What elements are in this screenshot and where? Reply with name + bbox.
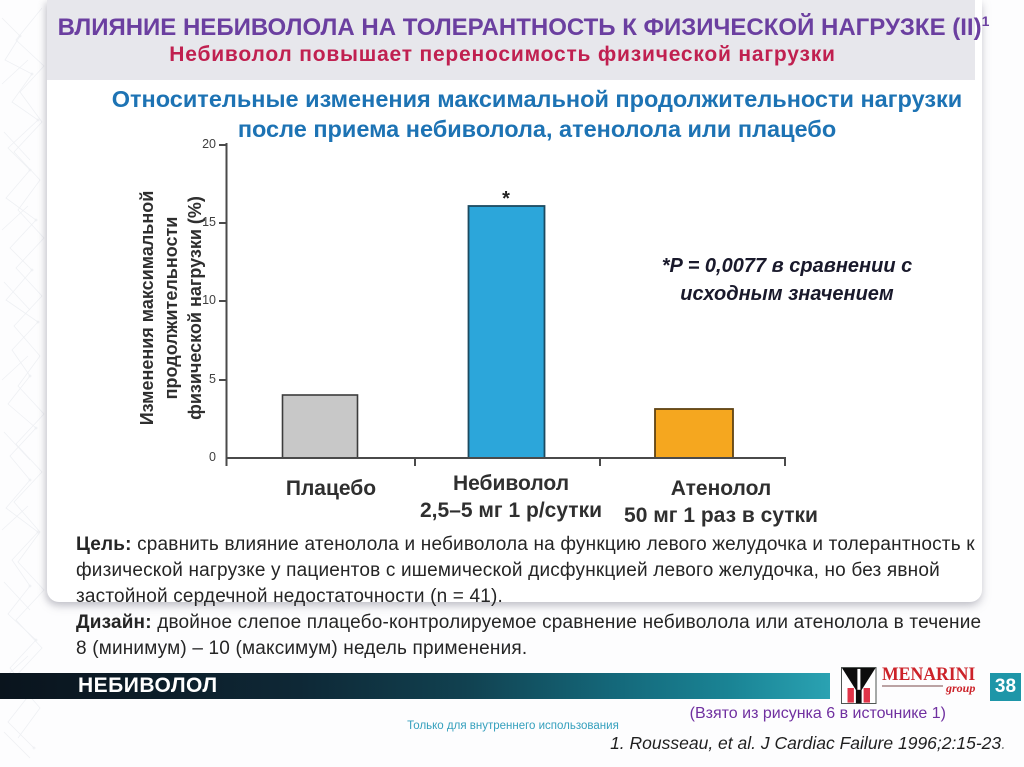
svg-text:group: group (945, 683, 975, 695)
svg-text:*: * (502, 188, 510, 210)
